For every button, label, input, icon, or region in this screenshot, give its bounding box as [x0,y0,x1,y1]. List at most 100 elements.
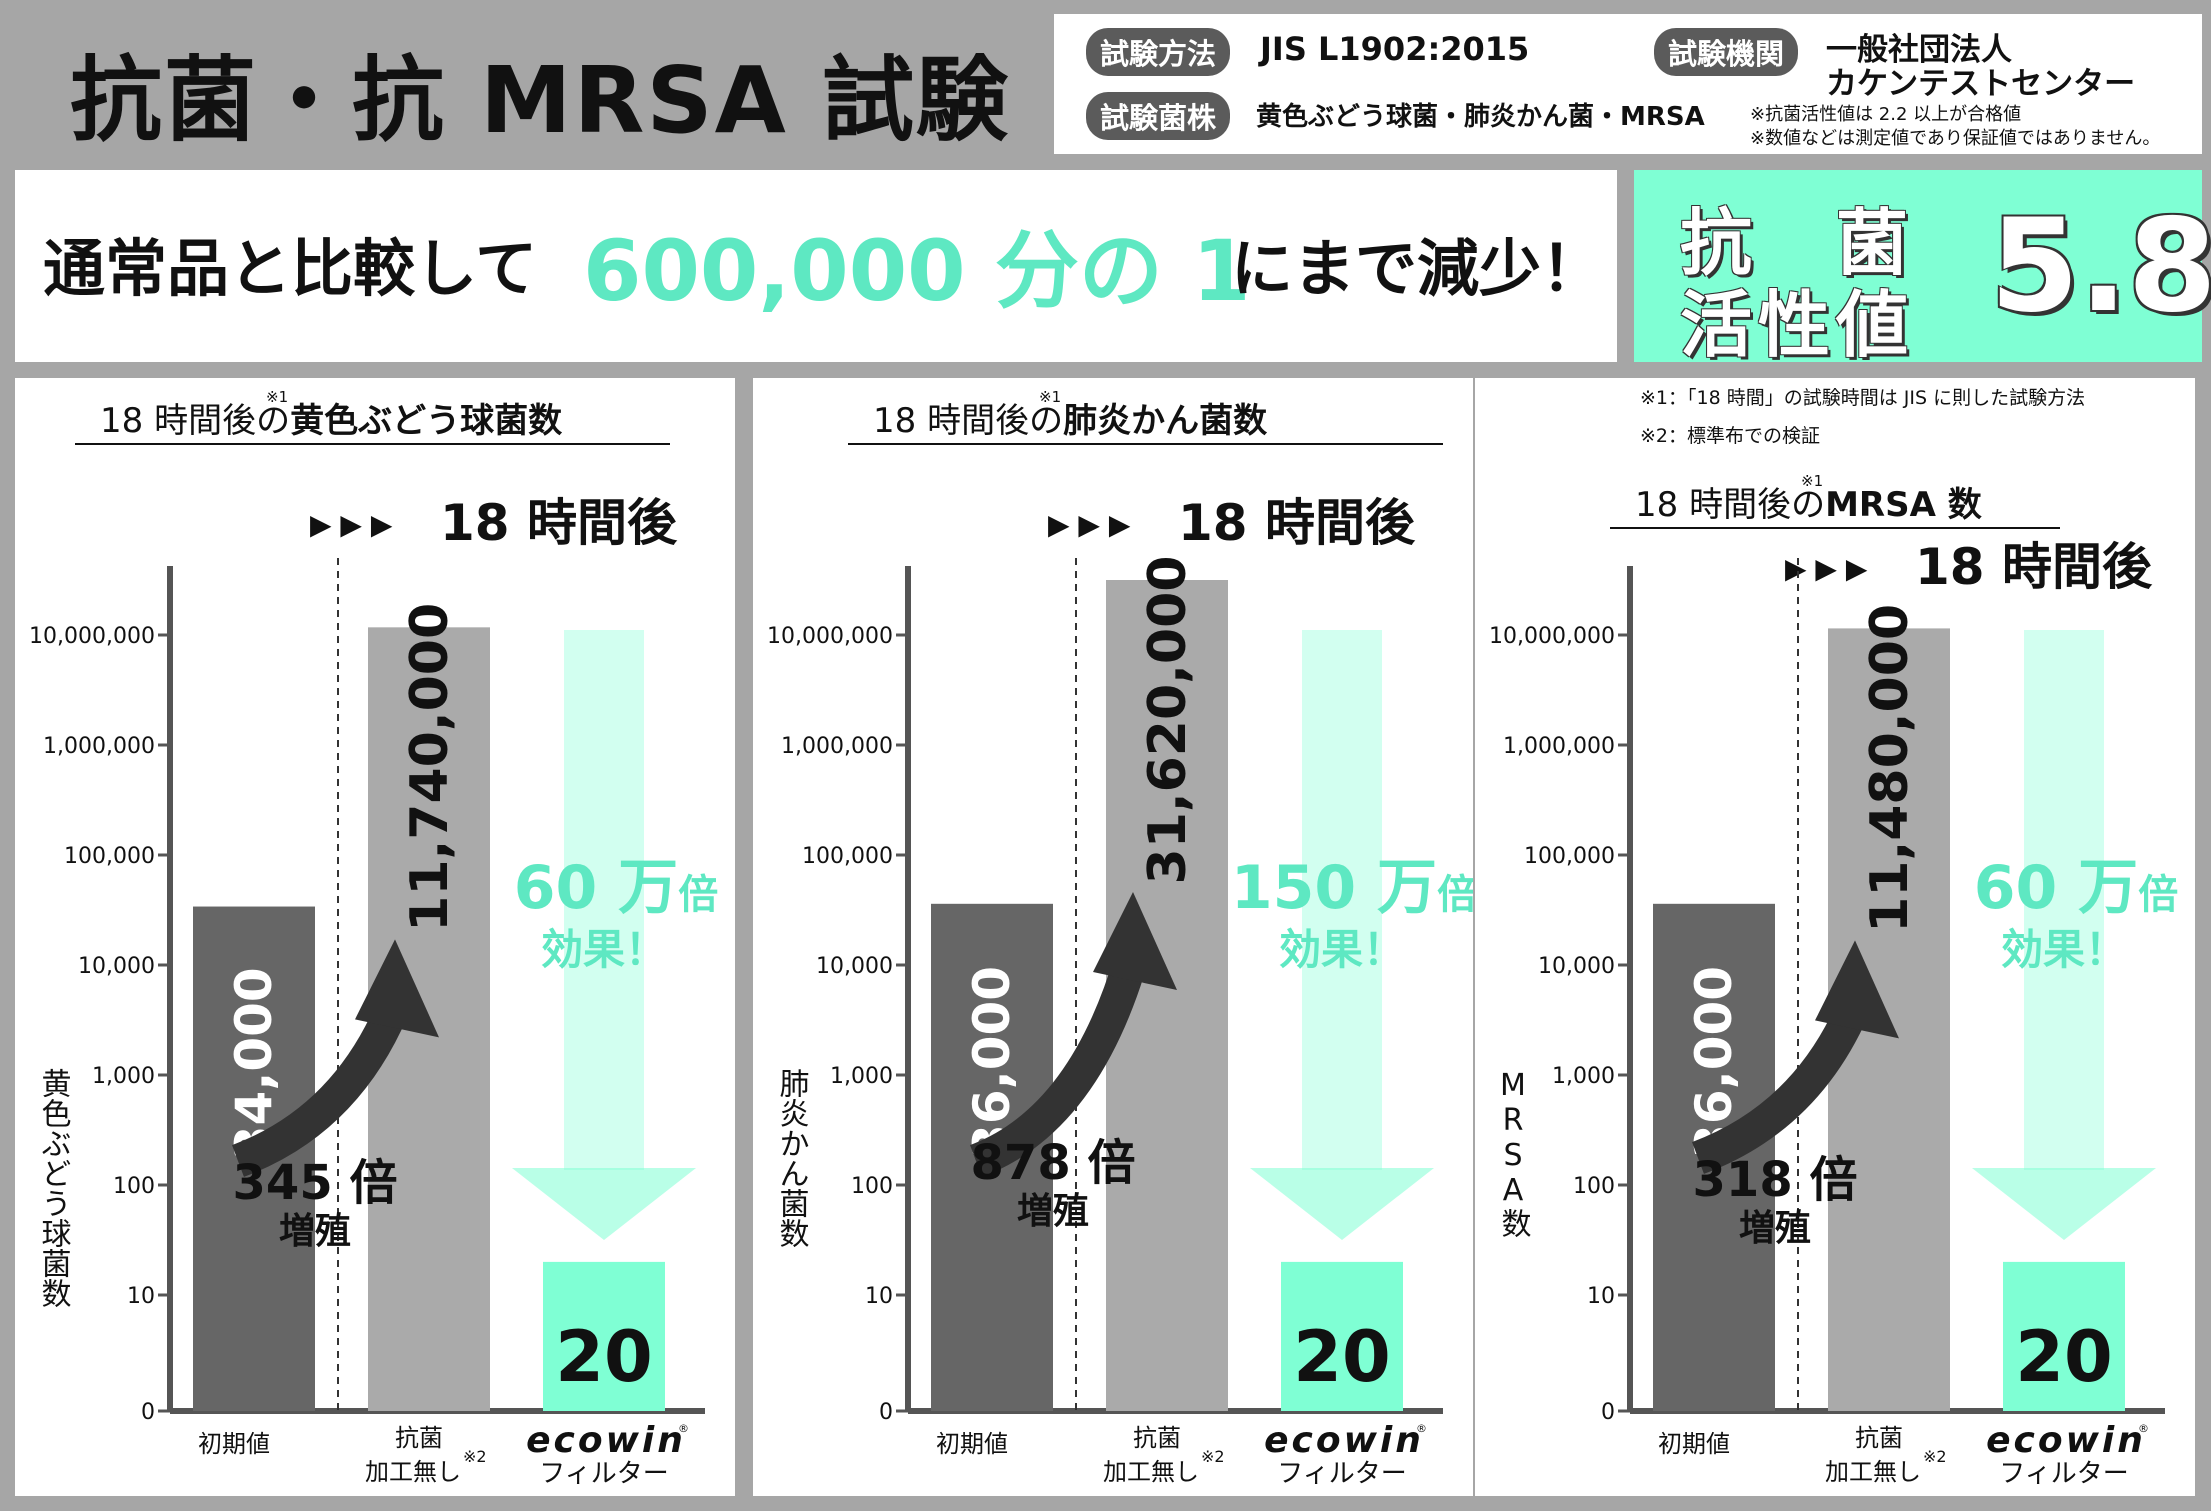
score-label-line1: 抗 菌 [1680,201,1915,285]
chart-title-main: MRSA 数 [1825,485,1982,525]
y-tick-label: 10,000 [78,954,155,979]
bar-3 [543,1261,665,1411]
category-1-label: 初期値 [936,1430,1008,1458]
growth-arrow-body [969,955,1148,1177]
chart-pneumonia: 18 時間後の肺炎かん菌数※1 ▶ ▶ ▶ 18 時間後 10,000,000 1,00… [767,388,1477,1489]
category-2-label-line1: 抗菌 [1133,1424,1181,1452]
effect-value-number: 60 万 [1974,853,2138,923]
chart-title-mark: ※1 [1801,472,1823,490]
time-arrows: ▶ ▶ ▶ [1785,552,1868,585]
brand-registered-mark: ® [1416,1422,1427,1435]
y-tick-label: 100,000 [1524,844,1615,869]
chart-title-prefix: 18 時間後の [100,401,290,441]
growth-value: 878 倍 [971,1135,1136,1191]
bar-3-value-label: 20 [2015,1316,2112,1398]
banner-prefix: 通常品と比較して [43,232,538,305]
reduction-banner: 通常品と比較して 600,000 分の 1 にまで減少！ [15,170,1617,362]
org-value-line1: 一般社団法人 [1826,32,2012,68]
chart-title: 18 時間後の黄色ぶどう球菌数 [100,401,562,441]
brand-logo: ecowin [1986,1420,2146,1461]
effect-value-number: 150 万 [1231,853,1437,923]
y-tick-label: 0 [1601,1400,1615,1425]
method-label: 試験方法 [1086,28,1231,76]
page-title: 抗菌・抗 MRSA 試験 [70,47,1010,154]
bar-2-value-label: 11,740,000 [400,603,460,932]
y-tick-label: 10,000 [1538,954,1615,979]
growth-arrow-head [1093,892,1177,991]
category-1-label: 初期値 [198,1430,270,1458]
bar-3 [2003,1261,2125,1411]
effect-arrow-shaft [564,630,644,1170]
chart-title-main: 肺炎かん菌数 [1063,401,1267,441]
y-tick-label: 10,000,000 [767,624,893,649]
brand-registered-mark: ® [2138,1422,2149,1435]
chart-title-mark: ※1 [1039,388,1061,406]
org-value-line2: カケンテストセンター [1826,66,2136,102]
effect-value: 60 万倍 [1974,853,2178,923]
chart-title-prefix: 18 時間後の [1635,485,1825,525]
effect-arrow-shaft [2024,630,2104,1170]
time-label: 18 時間後 [1915,538,2153,596]
y-tick-label: 0 [141,1400,155,1425]
y-tick-label: 100 [851,1174,893,1199]
category-2-mark: ※2 [463,1447,487,1466]
effect-label: 効果！ [2001,925,2127,974]
category-2-label-line2: 加工無し [365,1458,461,1486]
chart-panel-pneumonia: 18 時間後の肺炎かん菌数 ※1 ▶ ▶ ▶ 18 時間後 10,000,000 1,00… [753,378,1477,1496]
brand-logo: ecowin [1264,1420,1424,1461]
effect-arrow-head [512,1168,696,1240]
effect-arrow-head [1972,1168,2156,1240]
growth-value: 318 倍 [1693,1152,1858,1208]
bar-3-value-label: 20 [555,1316,652,1398]
chart-title-mark: ※1 [266,388,288,406]
org-label: 試験機関 [1654,28,1799,76]
banner-highlight: 600,000 分の 1 [583,222,1251,320]
y-tick-label: 10,000,000 [1489,624,1615,649]
y-tick-label: 1,000 [830,1064,893,1089]
strain-value: 黄色ぶどう球菌・肺炎かん菌・MRSA [1256,102,1705,132]
footnote-2: ※2：標準布での検証 [1640,425,1820,447]
effect-value-unit: 倍 [678,872,718,918]
brand-sub-label: フィルター [1277,1459,1406,1489]
chart-staph: 18 時間後の黄色ぶどう球菌数※1▶ ▶ ▶ 18 時間後10,000,0001,… [29,388,718,1489]
effect-value: 150 万倍 [1231,853,1473,923]
chart-panel-staph: 18 時間後の黄色ぶどう球菌数 ※1 ▶ ▶ ▶ 18 時間後 10,000,000 1,… [15,378,735,1496]
chart-title-main: 黄色ぶどう球菌数 [290,401,562,441]
growth-label: 増殖 [279,1211,351,1252]
effect-value-unit: 倍 [2138,872,2178,918]
growth-arrow-body [231,1000,409,1177]
growth-arrow-body [1691,1001,1869,1174]
time-arrows: ▶ ▶ ▶ [1048,508,1131,541]
bar-3 [1281,1261,1403,1411]
chart-title-prefix: 18 時間後の [873,401,1063,441]
chart-mrsa: ※1：「18 時間」の試験時間は JIS に則した試験方法 ※2：標準布での検証 1… [1489,387,2178,1489]
effect-label: 効果！ [541,925,667,974]
brand-logo: ecowin [526,1420,686,1461]
category-2-label-line2: 加工無し [1103,1458,1199,1486]
brand-registered-mark: ® [678,1422,689,1435]
y-axis-label: 黄色ぶどう球菌数 [36,1068,72,1308]
brand-sub-label: フィルター [1999,1459,2128,1489]
category-2-label-line1: 抗菌 [395,1424,443,1452]
growth-arrow-head [1815,940,1899,1039]
chart-panel-mrsa: ※1：「18 時間」の試験時間は JIS に則した試験方法 ※2：標準布での検証 1… [1475,378,2195,1496]
y-tick-label: 10 [127,1284,155,1309]
time-label: 18 時間後 [1178,494,1416,552]
y-tick-label: 10,000,000 [29,624,155,649]
y-tick-label: 10 [865,1284,893,1309]
effect-value-unit: 倍 [1437,872,1473,918]
note-disclaimer: ※数値などは測定値であり保証値ではありません。 [1750,128,2161,149]
growth-arrow-head [355,939,439,1038]
y-tick-label: 100 [113,1174,155,1199]
chart-title: 18 時間後の肺炎かん菌数 [873,401,1267,441]
y-tick-label: 1,000,000 [43,734,155,759]
note-pass-value: ※抗菌活性値は 2.2 以上が合格値 [1750,104,2022,125]
growth-label: 増殖 [1739,1208,1811,1249]
y-tick-label: 0 [879,1400,893,1425]
strain-label: 試験菌株 [1086,92,1231,140]
growth-value: 345 倍 [233,1155,398,1211]
effect-value: 60 万倍 [514,853,718,923]
header-title-area: 抗菌・抗 MRSA 試験 [0,0,1050,156]
growth-label: 増殖 [1017,1191,1089,1232]
